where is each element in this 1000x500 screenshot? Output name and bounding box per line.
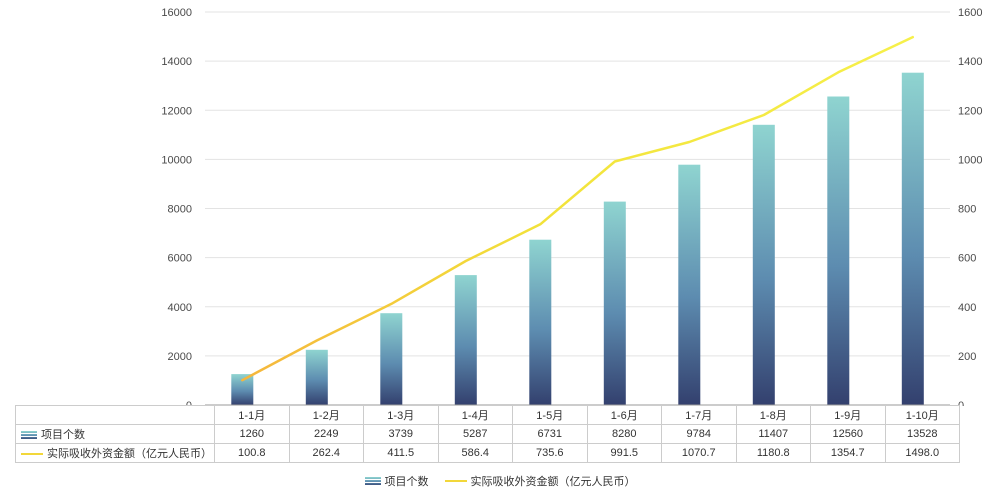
line-value-cell: 586.4 bbox=[437, 443, 513, 463]
line-series-icon bbox=[444, 480, 467, 482]
line-value-cell: 411.5 bbox=[363, 443, 439, 463]
legend-item-line[interactable]: 实际吸收外资金额（亿元人民币） bbox=[444, 473, 636, 489]
bar-legend-icon bbox=[21, 430, 37, 440]
bar-value-cell: 9784 bbox=[661, 424, 737, 444]
right-axis-tick: 200 bbox=[958, 351, 976, 363]
right-axis-tick: 600 bbox=[958, 253, 976, 265]
bar-1-3月 bbox=[380, 313, 403, 405]
bar-values-row: 项目个数 1260 2249 3739 5287 6731 8280 9784 11407 125… bbox=[15, 424, 960, 444]
category-cell: 1-1月 bbox=[214, 405, 290, 425]
category-cell: 1-4月 bbox=[437, 405, 513, 425]
category-cell: 1-10月 bbox=[884, 405, 960, 425]
left-axis-tick: 2000 bbox=[168, 351, 192, 363]
bar-1-7月 bbox=[678, 164, 701, 405]
line-value-cell: 1498.0 bbox=[884, 443, 960, 463]
left-axis-tick: 14000 bbox=[161, 56, 192, 68]
right-axis-tick: 800 bbox=[958, 204, 976, 216]
bar-1-5月 bbox=[529, 239, 552, 405]
bar-value-cell: 11407 bbox=[735, 424, 811, 444]
line-values-row: 实际吸收外资金额（亿元人民币） 100.8 262.4 411.5 586.4 735.6… bbox=[15, 443, 960, 463]
bar-value-cell: 6731 bbox=[512, 424, 588, 444]
bar-1-8月 bbox=[752, 124, 775, 406]
bar-value-cell: 5287 bbox=[437, 424, 513, 444]
bar-series-icon bbox=[364, 476, 381, 486]
right-axis-tick: 400 bbox=[958, 302, 976, 314]
line-value-cell: 1180.8 bbox=[735, 443, 811, 463]
category-cell: 1-7月 bbox=[661, 405, 737, 425]
left-axis-tick: 6000 bbox=[168, 253, 192, 265]
line-value-cell: 1354.7 bbox=[810, 443, 886, 463]
line-value-cell: 735.6 bbox=[512, 443, 588, 463]
bar-1-9月 bbox=[827, 96, 850, 405]
bar-value-cell: 2249 bbox=[288, 424, 364, 444]
corner-cell bbox=[15, 405, 215, 425]
legend-item-bar[interactable]: 项目个数 bbox=[364, 473, 429, 489]
category-cell: 1-9月 bbox=[810, 405, 886, 425]
line-legend-icon bbox=[21, 453, 43, 456]
legend-bar-label: 项目个数 bbox=[384, 476, 429, 488]
bar-series-label-cell: 项目个数 bbox=[15, 424, 215, 444]
line-value-cell: 100.8 bbox=[214, 443, 290, 463]
category-cell: 1-3月 bbox=[363, 405, 439, 425]
line-value-cell: 262.4 bbox=[288, 443, 364, 463]
combo-chart-plot: 0 2000 4000 6000 8000 10000 12000 14000 16000 0 20… bbox=[161, 7, 982, 406]
line-value-cell: 1070.7 bbox=[661, 443, 737, 463]
category-cell: 1-2月 bbox=[288, 405, 364, 425]
right-axis-tick: 0 bbox=[958, 400, 964, 406]
bar-value-cell: 8280 bbox=[586, 424, 662, 444]
bar-value-cell: 13528 bbox=[884, 424, 960, 444]
bar-1-2月 bbox=[305, 349, 328, 405]
left-axis-tick: 0 bbox=[186, 400, 192, 406]
bar-1-4月 bbox=[454, 275, 477, 405]
right-axis-tick: 1600 bbox=[958, 7, 982, 19]
category-row: 1-1月 1-2月 1-3月 1-4月 1-5月 1-6月 1-7月 1-8月 1-9月 1-10… bbox=[15, 405, 960, 425]
bar-value-cell: 1260 bbox=[214, 424, 290, 444]
data-table: 1-1月 1-2月 1-3月 1-4月 1-5月 1-6月 1-7月 1-8月 1-9月 1-10… bbox=[15, 405, 960, 463]
line-series bbox=[241, 35, 915, 382]
left-axis-tick: 16000 bbox=[161, 7, 192, 19]
line-value-cell: 991.5 bbox=[586, 443, 662, 463]
bar-value-cell: 12560 bbox=[810, 424, 886, 444]
left-axis-tick: 10000 bbox=[161, 154, 192, 166]
category-cell: 1-5月 bbox=[512, 405, 588, 425]
legend: 项目个数 实际吸收外资金额（亿元人民币） bbox=[0, 473, 1000, 489]
category-cell: 1-8月 bbox=[735, 405, 811, 425]
bar-1-6月 bbox=[603, 201, 626, 405]
data-table-wrapper: 1-1月 1-2月 1-3月 1-4月 1-5月 1-6月 1-7月 1-8月 1-9月 1-10… bbox=[15, 405, 960, 463]
right-axis-tick: 1000 bbox=[958, 154, 982, 166]
category-cell: 1-6月 bbox=[586, 405, 662, 425]
left-axis-tick: 12000 bbox=[161, 105, 192, 117]
right-axis-tick: 1400 bbox=[958, 56, 982, 68]
left-axis-tick: 4000 bbox=[168, 302, 192, 314]
line-series-label-cell: 实际吸收外资金额（亿元人民币） bbox=[15, 443, 215, 463]
bar-1-10月 bbox=[901, 72, 924, 405]
legend-line-label: 实际吸收外资金额（亿元人民币） bbox=[470, 476, 636, 488]
bar-value-cell: 3739 bbox=[363, 424, 439, 444]
left-axis-tick: 8000 bbox=[168, 204, 192, 216]
right-axis-tick: 1200 bbox=[958, 105, 982, 117]
bar-1-1月 bbox=[231, 374, 254, 405]
